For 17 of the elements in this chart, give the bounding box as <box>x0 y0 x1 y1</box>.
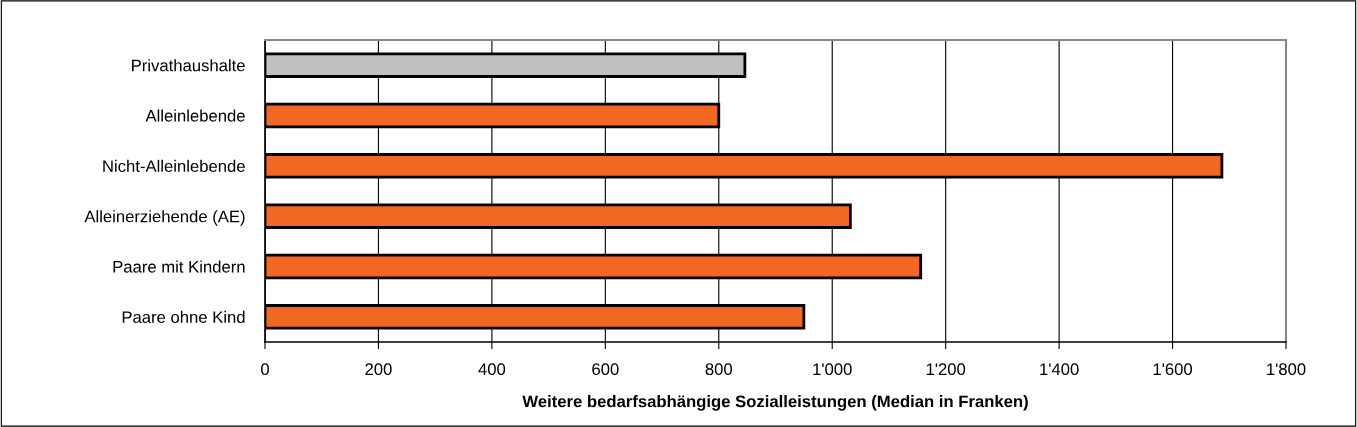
x-tick-label: 1'800 <box>1267 363 1306 376</box>
x-axis-title: Weitere bedarfsabhängige Sozialleistungen (Median in Franken) <box>522 395 1028 411</box>
y-tick-label: Privathaushalte <box>132 59 245 72</box>
x-tick-label: 1'200 <box>926 363 966 376</box>
x-tick-label: 800 <box>705 363 733 376</box>
y-tick-label: Paare ohne Kind <box>122 310 245 324</box>
x-tick-label: 1'600 <box>1153 363 1193 376</box>
y-tick-label: Alleinlebende <box>145 109 245 122</box>
x-tick-label: 400 <box>478 363 506 376</box>
y-tick-label: Nicht-Alleinlebende <box>103 159 245 173</box>
y-tick-label: Paare mit Kindern <box>113 260 245 273</box>
x-tick-label: 1'400 <box>1040 363 1079 376</box>
x-tick-label: 200 <box>365 363 392 376</box>
y-tick-label: Alleinerziehende (AE) <box>84 210 245 226</box>
x-tick-label: 600 <box>592 363 619 376</box>
x-tick-label: 0 <box>261 363 269 376</box>
x-tick-label: 1'000 <box>813 363 852 376</box>
